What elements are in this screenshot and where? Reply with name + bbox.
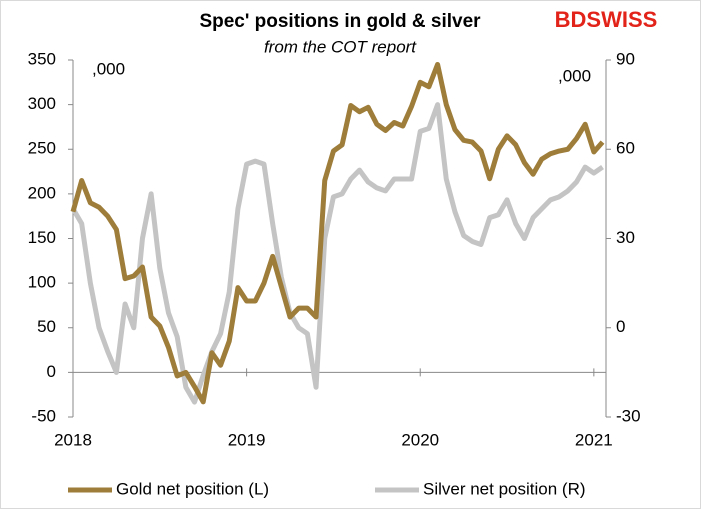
series-line xyxy=(70,102,604,405)
chart-subtitle: from the COT report xyxy=(264,37,417,56)
y2-tick-label: 30 xyxy=(616,228,635,247)
y-tick-label: 300 xyxy=(28,94,56,113)
y2-tick-label: 0 xyxy=(616,317,625,336)
y-tick-label: 150 xyxy=(28,228,56,247)
y2-unit-label: ,000 xyxy=(558,66,591,85)
y-tick-label: 250 xyxy=(28,139,56,158)
chart-title: Spec' positions in gold & silver xyxy=(199,11,481,32)
y-tick-label: 350 xyxy=(28,49,56,68)
series-line xyxy=(70,61,605,405)
y-tick-label: -50 xyxy=(31,406,56,425)
x-tick-label: 2020 xyxy=(401,430,439,449)
brand-logo: BDSWISS xyxy=(555,7,658,32)
legend-label: Silver net position (R) xyxy=(423,479,586,498)
y-tick-label: 100 xyxy=(28,273,56,292)
y-tick-label: 200 xyxy=(28,183,56,202)
y2-tick-label: 90 xyxy=(616,49,635,68)
x-tick-label: 2018 xyxy=(54,430,92,449)
legend-label: Gold net position (L) xyxy=(116,479,269,498)
x-tick-label: 2021 xyxy=(575,430,613,449)
y-unit-label: ,000 xyxy=(92,59,125,78)
y2-tick-label: 60 xyxy=(616,139,635,158)
x-tick-label: 2019 xyxy=(228,430,266,449)
y-tick-label: 50 xyxy=(37,317,56,336)
y-tick-label: 0 xyxy=(47,362,56,381)
y2-tick-label: -30 xyxy=(616,406,641,425)
